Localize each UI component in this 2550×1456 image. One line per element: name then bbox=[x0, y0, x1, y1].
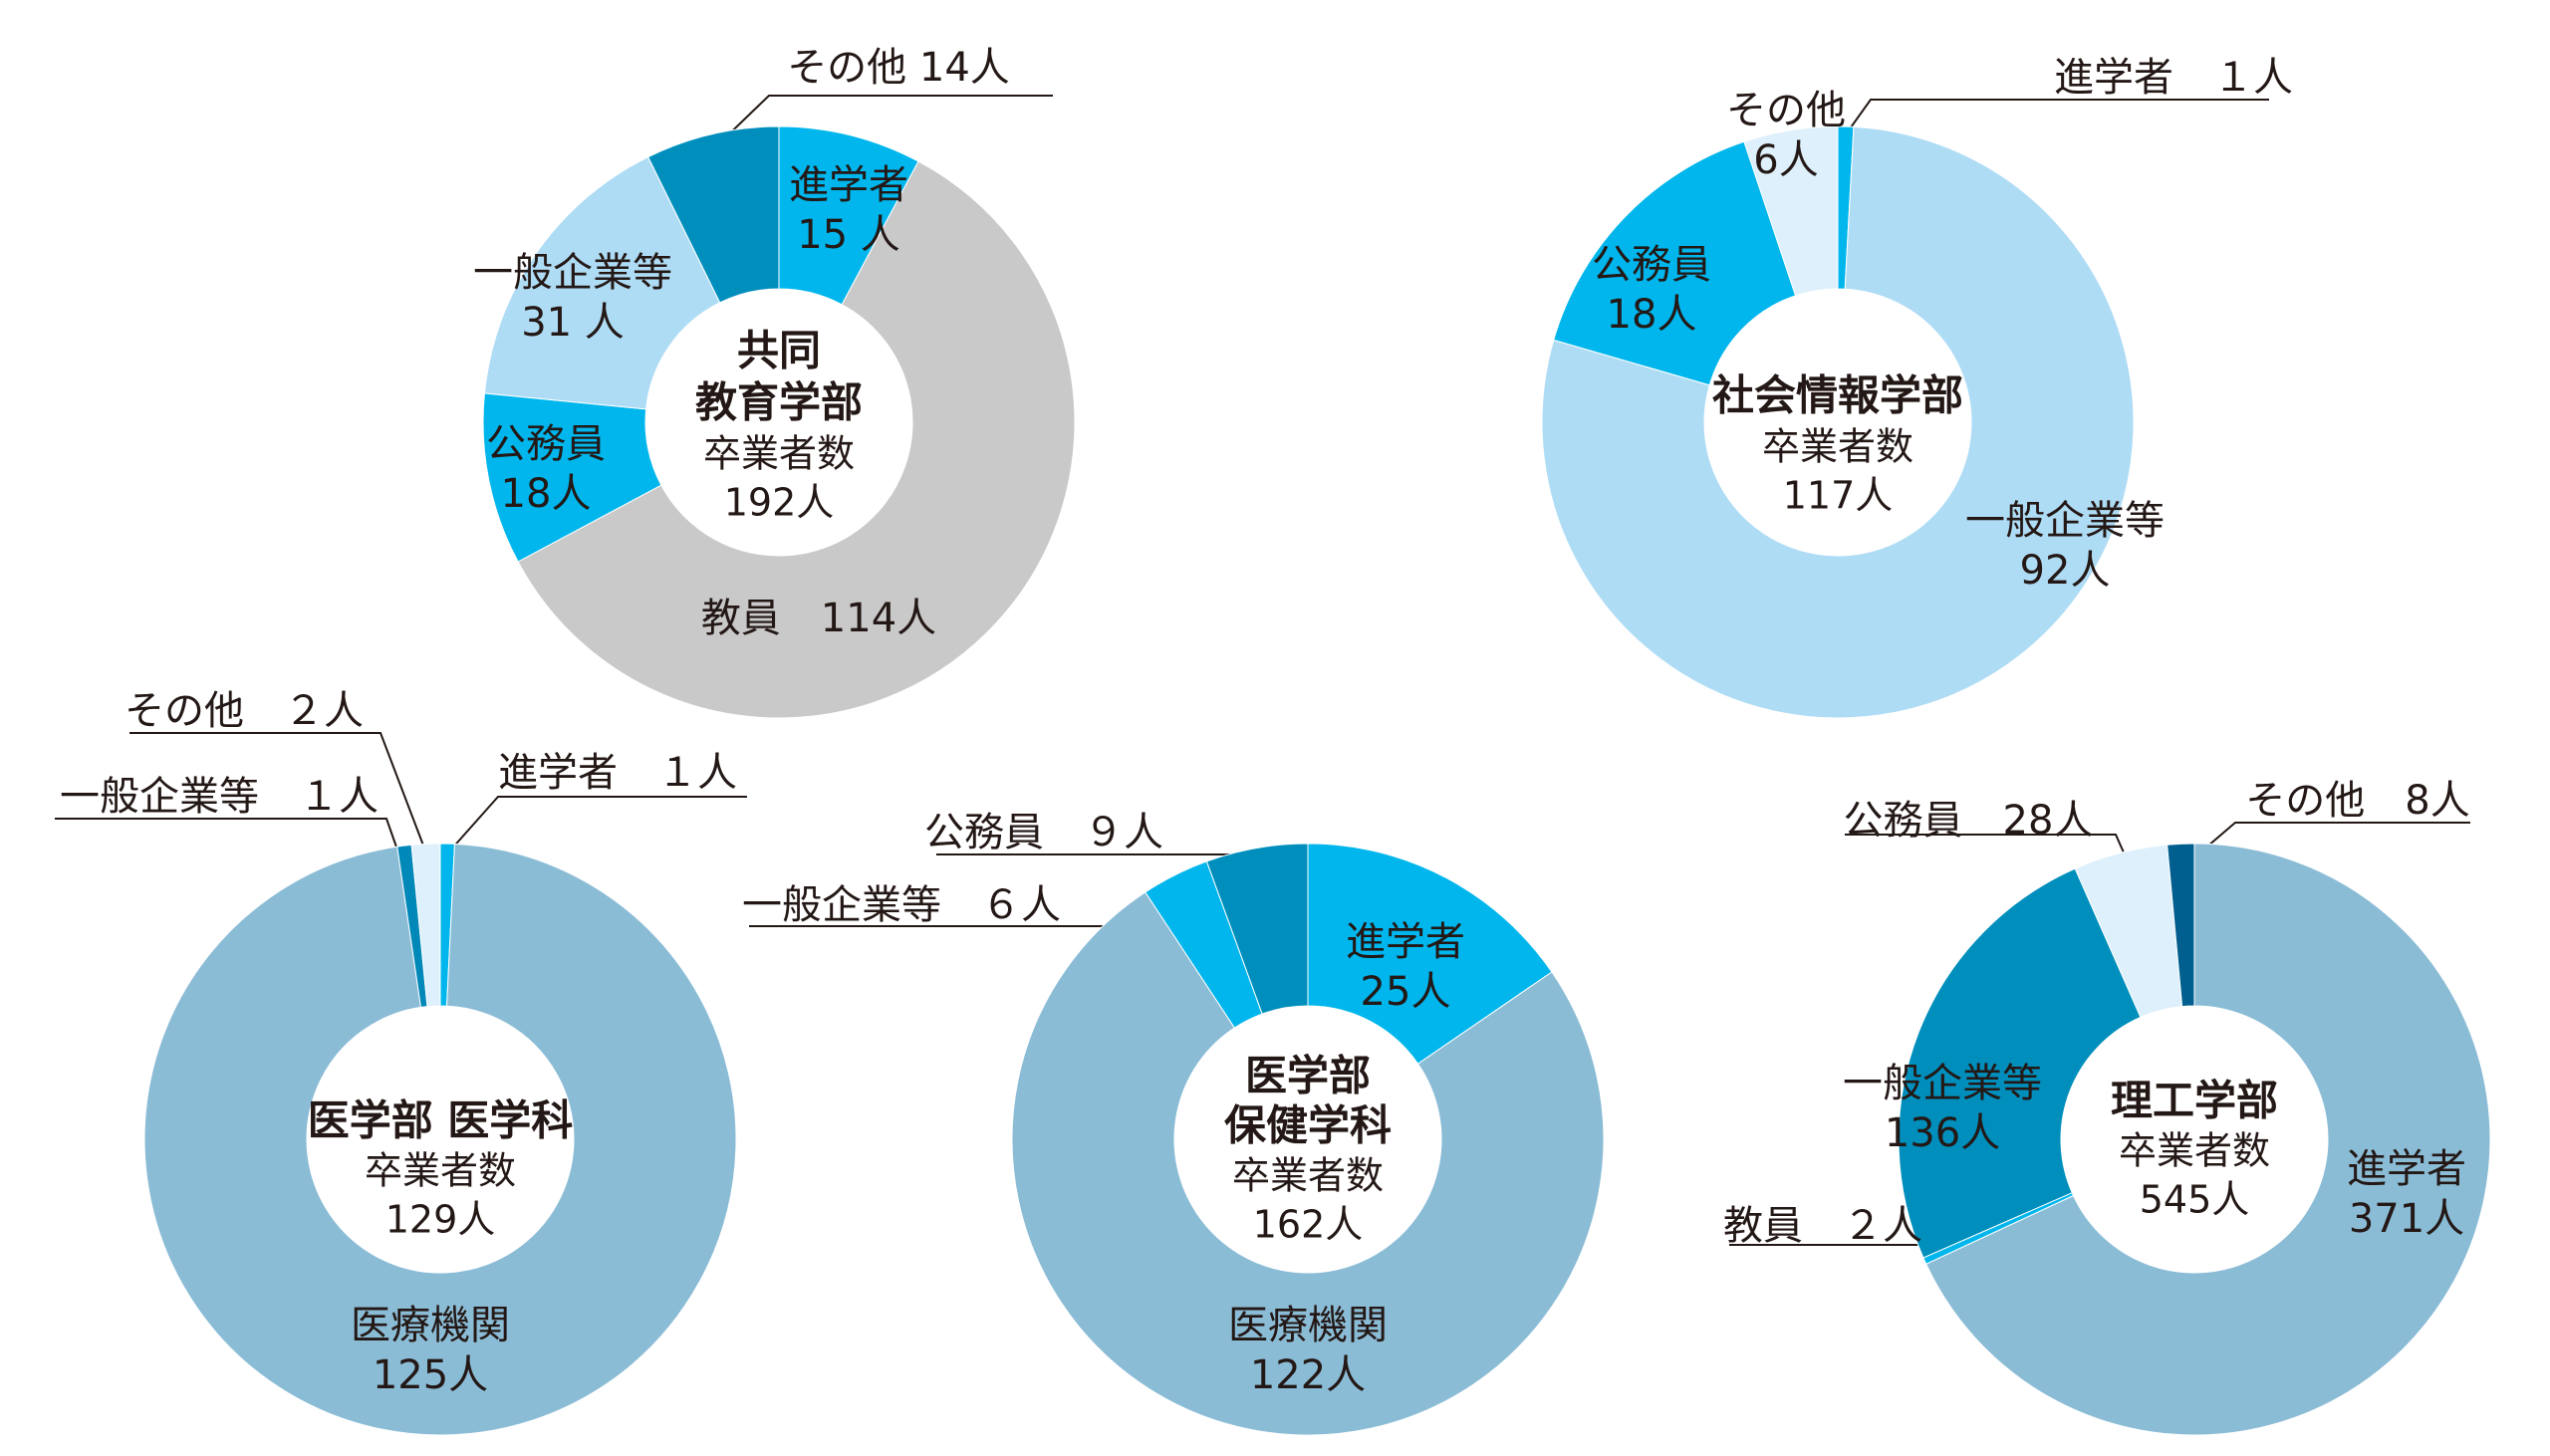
center-total: 162人 bbox=[1253, 1203, 1364, 1247]
chart-title: 理工学部 bbox=[2111, 1077, 2278, 1125]
center-total: 129人 bbox=[385, 1198, 496, 1242]
data-label: 進学者 bbox=[1346, 919, 1465, 965]
data-label: 一般企業等 bbox=[473, 250, 672, 296]
center-total: 192人 bbox=[724, 481, 835, 525]
chart-title: 教育学部 bbox=[695, 378, 863, 427]
center-subtitle: 卒業者数 bbox=[2119, 1129, 2270, 1173]
data-label: 6人 bbox=[1753, 137, 1818, 183]
chart-title: 医学部 bbox=[1245, 1052, 1371, 1100]
leader-line bbox=[441, 796, 747, 860]
data-label: 122人 bbox=[1250, 1352, 1366, 1398]
chart-title: 共同 bbox=[737, 327, 821, 375]
data-label: 31 人 bbox=[521, 300, 625, 346]
center-subtitle: 卒業者数 bbox=[1762, 425, 1913, 469]
data-label: 25人 bbox=[1361, 969, 1451, 1015]
data-label: その他 8人 bbox=[2245, 778, 2469, 824]
chart-title: 医学部 医学科 bbox=[308, 1096, 574, 1145]
data-label: 一般企業等 ６人 bbox=[742, 882, 1061, 928]
leader-line bbox=[55, 818, 401, 859]
data-label: 18人 bbox=[501, 471, 592, 517]
data-label: 進学者 １人 bbox=[2054, 55, 2293, 101]
data-label: 15 人 bbox=[797, 212, 900, 258]
pie-slice bbox=[483, 155, 721, 410]
data-label: その他 ２人 bbox=[125, 688, 364, 734]
data-label: 18人 bbox=[1607, 292, 1697, 338]
data-label: その他 14人 bbox=[787, 45, 1010, 91]
data-label: 92人 bbox=[2020, 548, 2111, 594]
center-subtitle: 卒業者数 bbox=[1232, 1154, 1384, 1198]
data-label: 教員 ２人 bbox=[1723, 1203, 1922, 1249]
center-subtitle: 卒業者数 bbox=[703, 432, 855, 476]
data-label: 教員 114人 bbox=[701, 596, 936, 641]
donut-hole bbox=[307, 1006, 574, 1273]
data-label: 公務員 28人 bbox=[1844, 798, 2094, 844]
data-label: 125人 bbox=[373, 1352, 488, 1398]
center-total: 117人 bbox=[1783, 474, 1894, 518]
center-subtitle: 卒業者数 bbox=[365, 1149, 516, 1193]
donut-hole bbox=[1174, 1006, 1441, 1273]
center-total: 545人 bbox=[2140, 1178, 2250, 1222]
data-label: その他 bbox=[1726, 88, 1846, 133]
data-label: 一般企業等 bbox=[1843, 1061, 2042, 1106]
data-label: 一般企業等 １人 bbox=[60, 774, 379, 820]
data-label: 進学者 bbox=[789, 162, 908, 208]
data-label: 医療機関 bbox=[351, 1303, 510, 1348]
donut-hole bbox=[1704, 289, 1971, 556]
chart-title: 保健学科 bbox=[1224, 1101, 1392, 1150]
data-label: 371人 bbox=[2349, 1196, 2464, 1242]
donut-hole bbox=[2061, 1006, 2328, 1273]
data-label: 公務員 bbox=[486, 421, 606, 467]
chart-title: 社会情報学部 bbox=[1712, 371, 1963, 420]
data-label: 進学者 bbox=[2347, 1146, 2466, 1192]
data-label: 136人 bbox=[1885, 1110, 2000, 1156]
data-label: 公務員 bbox=[1592, 242, 1711, 288]
data-label: 医療機関 bbox=[1228, 1303, 1388, 1348]
data-label: 進学者 １人 bbox=[498, 750, 737, 796]
donut-hole bbox=[645, 289, 912, 556]
data-label: 公務員 ９人 bbox=[924, 810, 1163, 855]
leader-line bbox=[129, 732, 429, 859]
data-label: 一般企業等 bbox=[1965, 498, 2165, 544]
